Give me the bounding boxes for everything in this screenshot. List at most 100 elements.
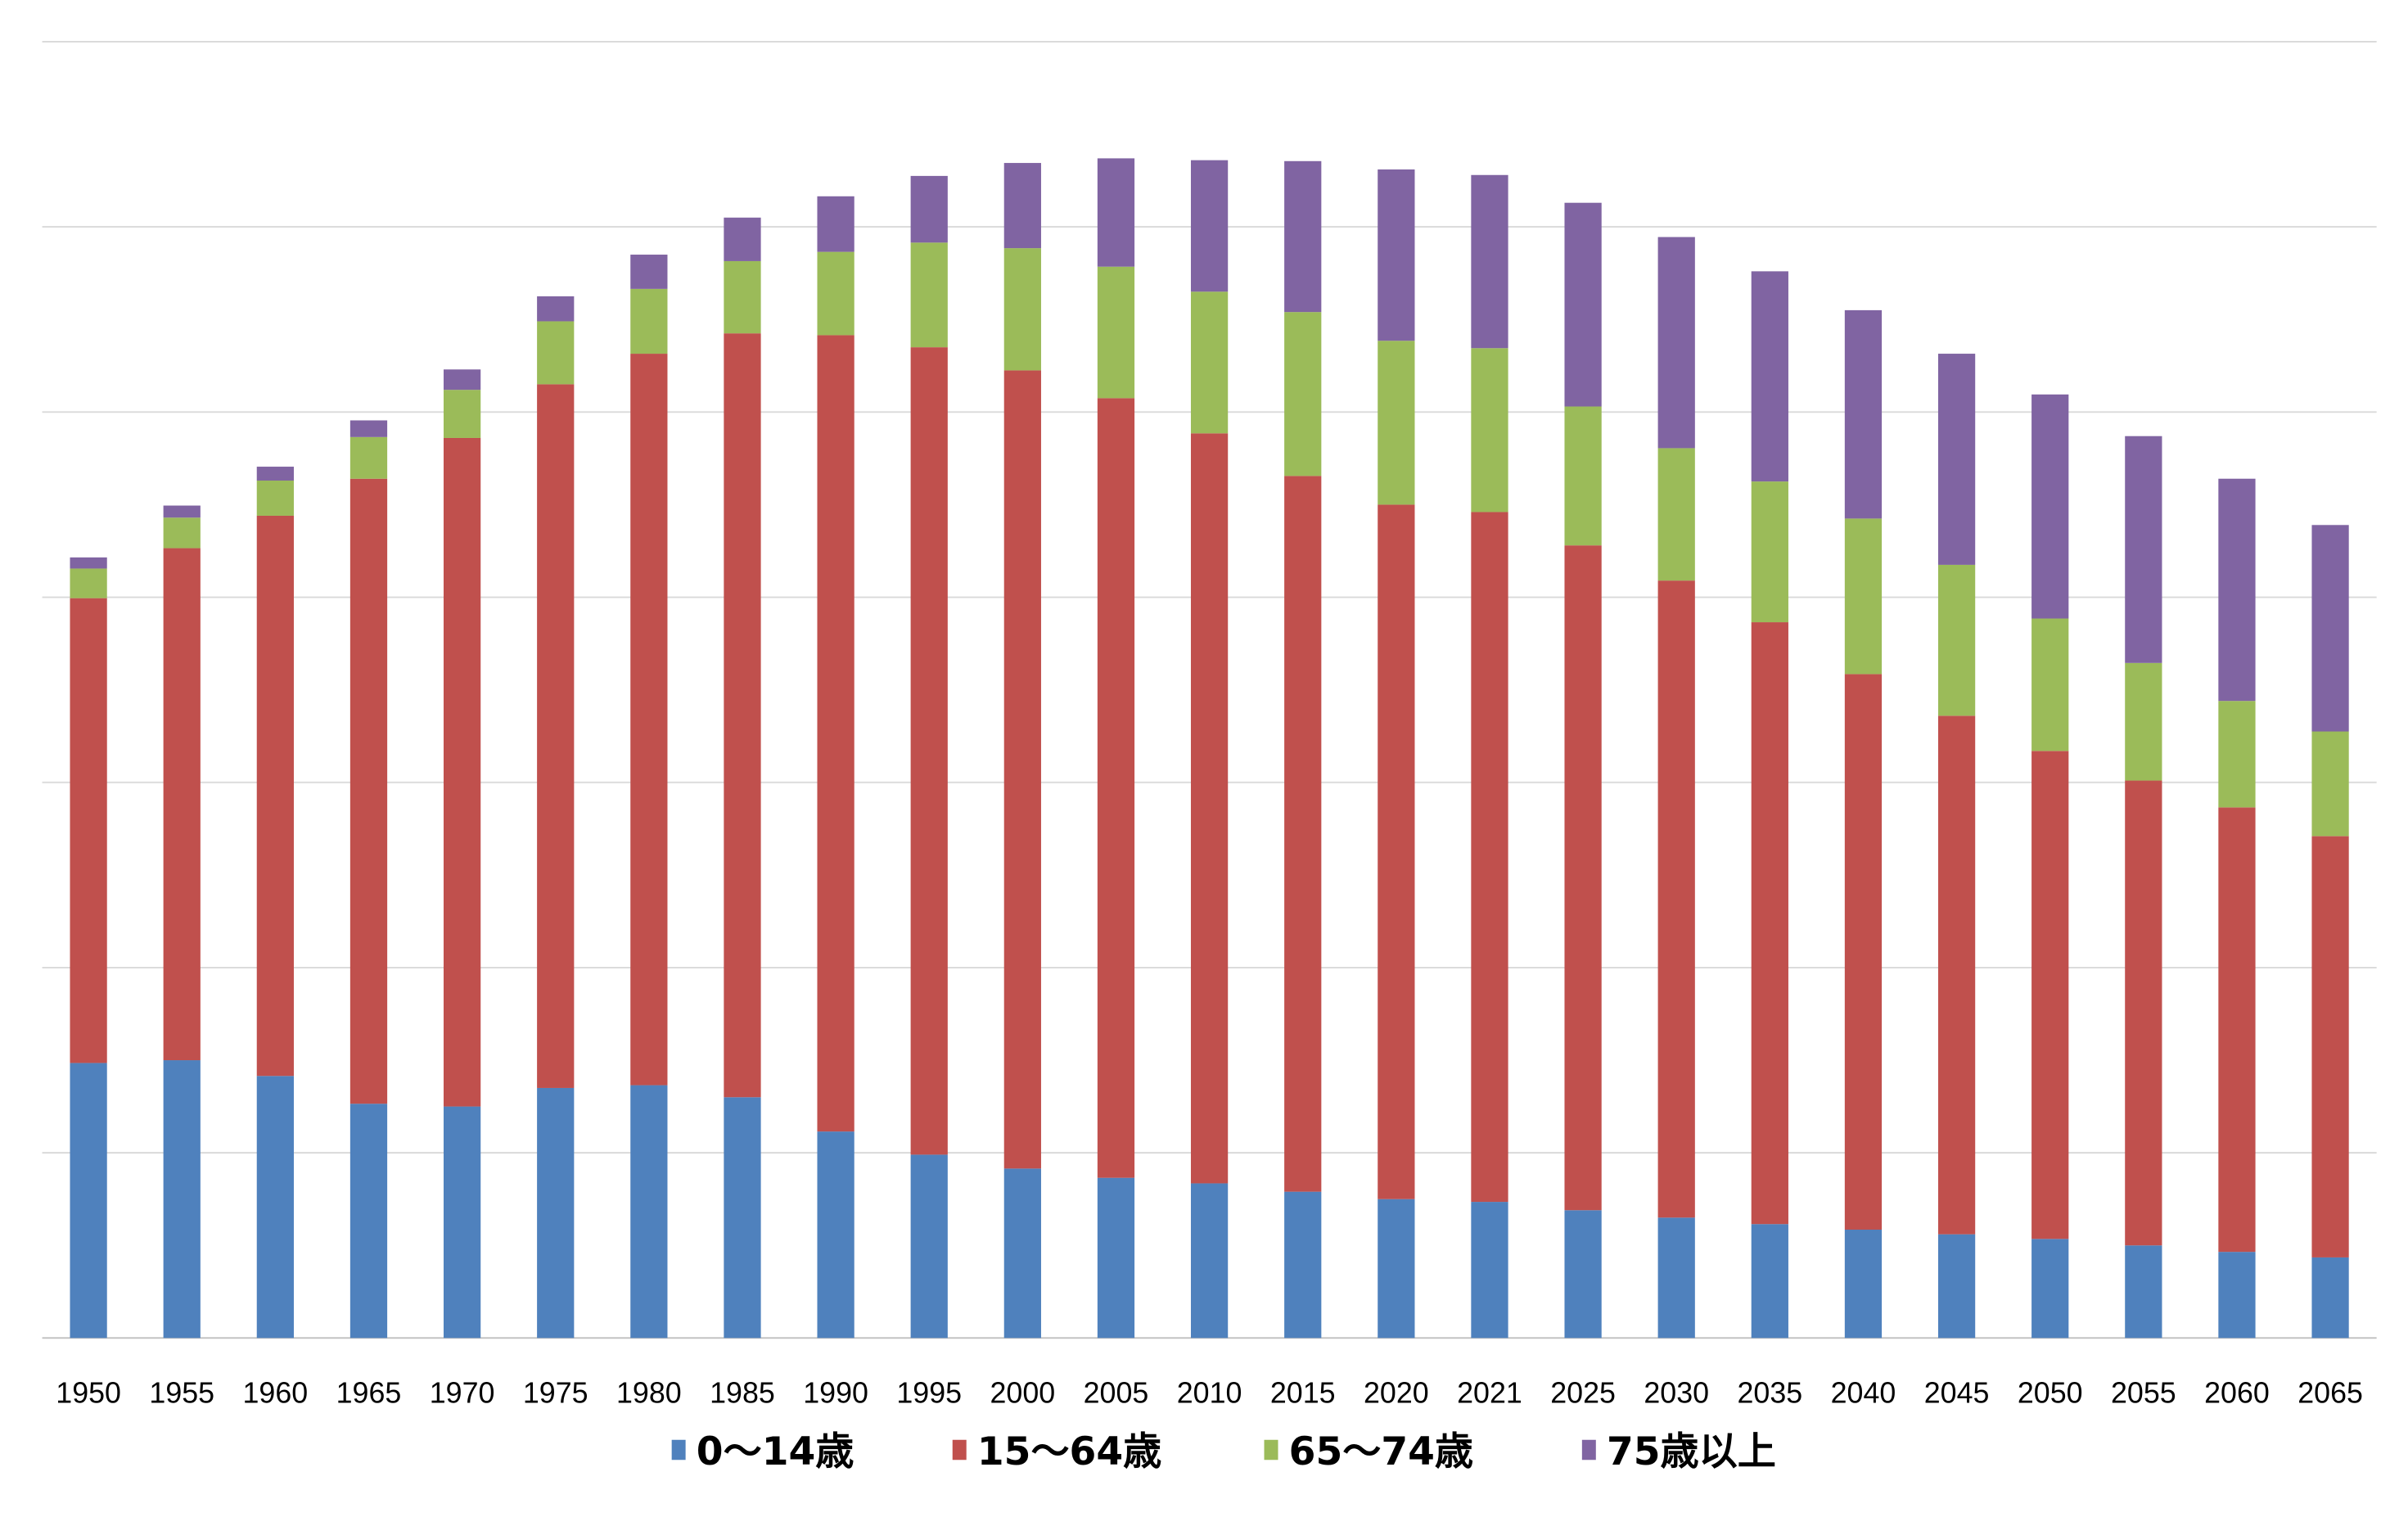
- bar-segment-2030-series-0: [1657, 1217, 1695, 1339]
- x-tick-label: 1980: [616, 1377, 682, 1410]
- bar-segment-2005-series-3: [1097, 158, 1135, 267]
- bar-segment-1980-series-3: [630, 255, 668, 289]
- bar-segment-1980-series-1: [630, 354, 668, 1086]
- bar-segment-2040-series-1: [1844, 674, 1883, 1230]
- x-tick-label: 1990: [803, 1377, 868, 1410]
- bar-segment-2045-series-3: [1937, 354, 1976, 565]
- bar-stack-1950: [70, 557, 107, 1339]
- bar-segment-2015-series-3: [1284, 160, 1322, 313]
- bar-stack-1955: [163, 505, 201, 1339]
- x-tick-label: 2005: [1084, 1377, 1149, 1410]
- x-axis-ticks: 1950 1955 1960 1965 1970 1975 1980 1985 1990 1995…: [56, 1377, 2363, 1410]
- bar-stack-2010: [1190, 160, 1229, 1339]
- bar-segment-1995-series-2: [910, 242, 948, 348]
- bar-stack-2065: [2311, 525, 2349, 1339]
- bar-stack-2025: [1564, 202, 1602, 1339]
- x-tick-label: 2065: [2298, 1377, 2363, 1410]
- bar-segment-2035-series-3: [1751, 271, 1788, 482]
- bar-segment-2065-series-0: [2311, 1257, 2349, 1339]
- x-tick-label: 1985: [710, 1377, 775, 1410]
- bar-segment-1965-series-0: [349, 1104, 388, 1339]
- bar-segment-2015-series-1: [1284, 476, 1322, 1192]
- bar-segment-2040-series-0: [1844, 1230, 1883, 1339]
- bar-segment-2035-series-0: [1751, 1224, 1788, 1339]
- bar-segment-2030-series-3: [1657, 237, 1695, 449]
- bar-stack-1995: [910, 175, 948, 1339]
- bar-stack-2060: [2218, 478, 2256, 1339]
- bar-stack-2005: [1097, 158, 1135, 1339]
- bar-segment-1965-series-2: [349, 436, 388, 479]
- x-tick-label: 1970: [430, 1377, 495, 1410]
- bar-segment-2025-series-0: [1564, 1210, 1602, 1339]
- bar-segment-2021-series-2: [1471, 348, 1508, 512]
- bar-segment-1990-series-0: [817, 1131, 855, 1339]
- bar-segment-2060-series-1: [2218, 807, 2256, 1253]
- bar-segment-1980-series-2: [630, 288, 668, 354]
- x-tick-label: 1995: [896, 1377, 962, 1410]
- bar-segment-2065-series-2: [2311, 731, 2349, 837]
- x-tick-label: 2035: [1738, 1377, 1803, 1410]
- legend-label: 15～64歳: [977, 1429, 1161, 1474]
- x-tick-label: 2010: [1177, 1377, 1242, 1410]
- bar-segment-1990-series-3: [817, 196, 855, 252]
- x-tick-label: 2040: [1831, 1377, 1896, 1410]
- x-tick-label: 2045: [1924, 1377, 1990, 1410]
- bar-segment-2010-series-1: [1190, 433, 1229, 1184]
- bar-segment-2021-series-3: [1471, 174, 1508, 349]
- bar-stack-1990: [817, 196, 855, 1339]
- bar-stack-2055: [2125, 436, 2162, 1339]
- bar-segment-2050-series-1: [2031, 751, 2069, 1239]
- bar-stack-2030: [1657, 237, 1695, 1339]
- bar-segment-2050-series-2: [2031, 618, 2069, 752]
- bar-stack-1985: [724, 217, 761, 1339]
- bar-segment-1985-series-3: [724, 217, 761, 261]
- bar-segment-1965-series-1: [349, 478, 388, 1104]
- bar-stack-2050: [2031, 394, 2069, 1339]
- x-tick-label: 2060: [2204, 1377, 2270, 1410]
- bar-segment-2055-series-3: [2125, 436, 2162, 663]
- bar-segment-2020-series-3: [1378, 169, 1415, 341]
- bar-segment-2045-series-1: [1937, 716, 1976, 1235]
- bar-stack-2015: [1284, 160, 1322, 1339]
- bar-segment-2010-series-0: [1190, 1183, 1229, 1339]
- bar-segment-2021-series-0: [1471, 1202, 1508, 1339]
- legend-swatch: [952, 1439, 967, 1461]
- bar-stack-2040: [1844, 309, 1883, 1339]
- bar-segment-2040-series-2: [1844, 518, 1883, 675]
- bar-segment-2015-series-2: [1284, 312, 1322, 476]
- legend-item: 0～14歳: [671, 1429, 855, 1474]
- legend-item: 75歳以上: [1581, 1429, 1776, 1474]
- bar-segment-2000-series-0: [1003, 1168, 1041, 1339]
- legend-swatch: [1581, 1439, 1596, 1461]
- bar-segment-2050-series-3: [2031, 394, 2069, 619]
- bar-segment-1990-series-2: [817, 251, 855, 336]
- bar-segment-2025-series-3: [1564, 202, 1602, 407]
- bar-segment-2030-series-2: [1657, 448, 1695, 581]
- bar-segment-1960-series-2: [256, 481, 294, 516]
- bar-segment-1970-series-1: [443, 437, 481, 1107]
- legend-item: 15～64歳: [952, 1429, 1161, 1474]
- x-tick-label: 1960: [243, 1377, 309, 1410]
- bar-segment-2045-series-0: [1937, 1234, 1976, 1339]
- bar-segment-2005-series-0: [1097, 1177, 1135, 1339]
- bar-segment-2065-series-1: [2311, 836, 2349, 1257]
- legend-label: 0～14歳: [697, 1429, 855, 1474]
- bar-segment-1995-series-3: [910, 175, 948, 243]
- x-tick-label: 1975: [523, 1377, 588, 1410]
- x-tick-label: 1950: [56, 1377, 121, 1410]
- x-tick-label: 2015: [1270, 1377, 1336, 1410]
- bar-segment-1985-series-2: [724, 260, 761, 334]
- bar-segment-1960-series-3: [256, 467, 294, 481]
- x-tick-label: 1955: [149, 1377, 214, 1410]
- bar-segment-2045-series-2: [1937, 564, 1976, 716]
- bar-segment-2050-series-0: [2031, 1239, 2069, 1339]
- bar-segment-1995-series-1: [910, 347, 948, 1155]
- bar-segment-1970-series-2: [443, 390, 481, 438]
- bar-segment-1955-series-1: [163, 548, 201, 1061]
- bar-segment-1950-series-2: [70, 568, 107, 598]
- bar-segment-1965-series-3: [349, 420, 388, 437]
- x-tick-label: 2050: [2018, 1377, 2083, 1410]
- bar-segment-1985-series-0: [724, 1097, 761, 1339]
- bar-segment-2060-series-3: [2218, 478, 2256, 702]
